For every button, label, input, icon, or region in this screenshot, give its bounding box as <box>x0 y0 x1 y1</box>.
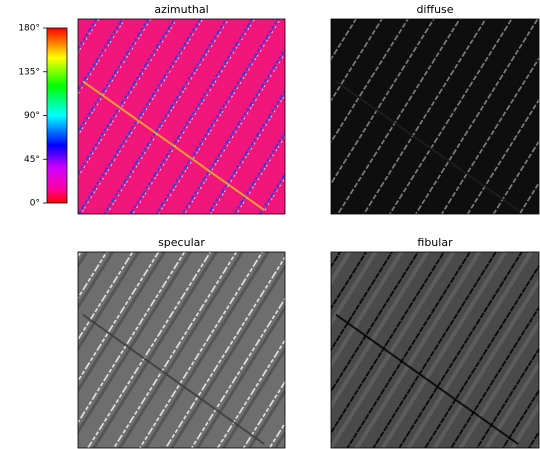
image-panel: azimuthal <box>78 3 285 214</box>
tick-label: 45° <box>24 155 40 165</box>
figure: azimuthal diffuse specular fibular 0° 45° 90°… <box>0 0 540 449</box>
panel-title: azimuthal <box>154 3 208 16</box>
image <box>331 252 539 448</box>
tick-label: 90° <box>24 111 40 121</box>
colorbar-gradient <box>47 28 67 203</box>
colorbar: 0° 45° 90° 135° 180° <box>18 24 67 209</box>
tick-label: 0° <box>30 199 40 209</box>
panels: azimuthal diffuse specular fibular <box>78 3 539 448</box>
tick-label: 135° <box>18 67 40 77</box>
panel-title: fibular <box>417 236 453 249</box>
image <box>331 19 539 214</box>
image <box>78 252 285 448</box>
image-panel: specular <box>78 236 285 448</box>
tick-label: 180° <box>18 24 40 34</box>
image-panel: fibular <box>331 236 539 448</box>
image-panel: diffuse <box>331 3 539 214</box>
image <box>78 19 285 214</box>
panel-title: specular <box>158 236 205 249</box>
panel-title: diffuse <box>416 3 453 16</box>
